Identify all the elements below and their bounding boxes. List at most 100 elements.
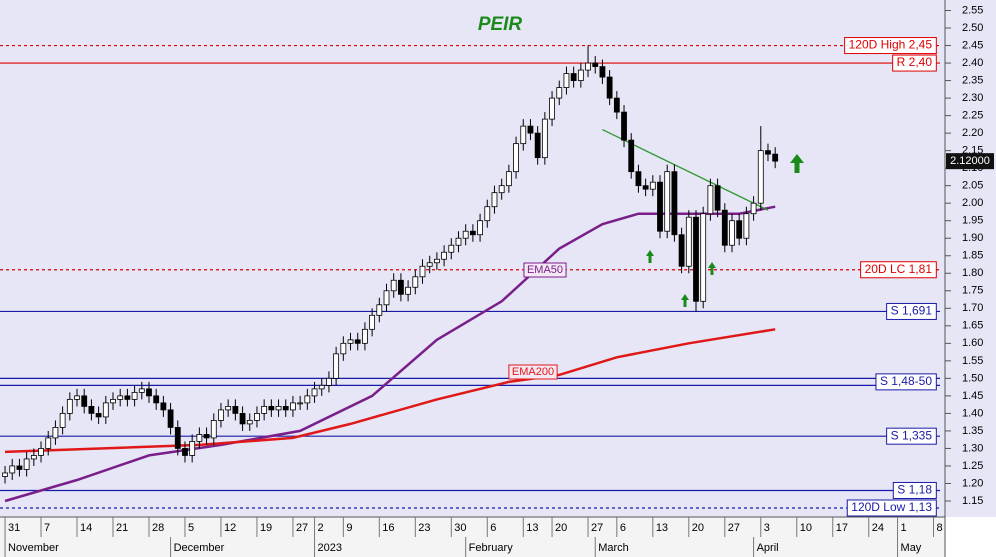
candle-body: [649, 181, 656, 190]
x-tick-label: 3: [764, 522, 770, 534]
y-tick-label: 1.70: [962, 302, 983, 314]
candle-body: [189, 441, 196, 456]
series-label-box: [508, 364, 558, 380]
candle-body: [131, 391, 138, 400]
x-tick-label: 30: [454, 522, 466, 534]
candle-body: [599, 66, 606, 78]
level-label: S 1,48-50: [880, 374, 932, 388]
x-axis-background: [0, 517, 945, 557]
candle-body: [491, 192, 498, 208]
y-tick-label: 1.30: [962, 442, 983, 454]
level-label-box: [860, 261, 937, 279]
level-label-box: [844, 37, 937, 55]
last-price-box: [946, 153, 994, 170]
candle-body: [340, 342, 347, 355]
candle-body: [729, 220, 735, 246]
y-tick-label: 1.85: [962, 250, 983, 262]
candle-body: [772, 153, 779, 162]
y-tick-label: 1.20: [962, 477, 983, 489]
month-label: March: [598, 542, 629, 554]
candle-body: [74, 395, 80, 400]
candle-body: [232, 405, 239, 414]
x-tick-label: 27: [728, 522, 740, 534]
candle-body: [282, 405, 289, 411]
series-label: EMA200: [512, 366, 554, 378]
x-tick-label: 21: [116, 522, 128, 534]
ema-line: [4, 205, 776, 503]
y-tick-label: 1.25: [962, 460, 983, 472]
candle-body: [117, 395, 124, 400]
candle-body: [376, 304, 383, 316]
candle-body: [318, 384, 325, 390]
candle-body: [527, 125, 534, 134]
level-label: S 1,691: [891, 304, 933, 318]
candle-body: [592, 62, 599, 67]
candle-body: [261, 405, 268, 414]
candle-body: [362, 328, 368, 344]
candle-body: [455, 237, 462, 246]
y-tick-label: 2.45: [962, 39, 983, 51]
candle-body: [743, 213, 750, 239]
candle-body: [23, 458, 30, 470]
candle-body: [81, 395, 88, 407]
candle-body: [153, 395, 160, 404]
candle-body: [254, 413, 260, 421]
candle-body: [333, 353, 340, 379]
candle-body: [613, 97, 620, 113]
x-tick-label: 9: [346, 522, 352, 534]
candle-body: [642, 185, 649, 190]
candle-body: [721, 209, 728, 246]
candle-body: [498, 185, 505, 194]
plot-background: [0, 0, 996, 517]
y-tick-label: 1.45: [962, 390, 983, 402]
y-tick-label: 1.40: [962, 407, 983, 419]
x-tick-label: 27: [591, 522, 603, 534]
candle-body: [513, 143, 519, 173]
candle-body: [182, 448, 188, 456]
level-label: 20D LC 1,81: [865, 262, 933, 276]
candle-body: [102, 402, 109, 418]
candle-body: [326, 377, 332, 386]
x-tick-label: 8: [937, 522, 943, 534]
x-tick-label: 20: [555, 522, 567, 534]
candle-body: [146, 388, 152, 397]
candle-body: [268, 405, 275, 411]
candle-body: [541, 118, 548, 159]
candle-body: [426, 262, 433, 267]
candle-body: [484, 206, 491, 222]
x-tick-label: 6: [620, 522, 626, 534]
x-tick-label: 24: [872, 522, 884, 534]
candle-body: [757, 150, 764, 204]
candle-body: [700, 213, 707, 302]
candle-body: [45, 437, 52, 449]
x-tick-label: 1: [901, 522, 907, 534]
level-label: R 2,40: [897, 55, 933, 69]
x-tick-label: 19: [260, 522, 272, 534]
level-label: S 1,18: [897, 483, 932, 497]
x-tick-label: 7: [44, 522, 50, 534]
level-label-box: [892, 481, 937, 499]
month-label: 2023: [318, 542, 342, 554]
candle-body: [160, 402, 167, 411]
candle-body: [693, 216, 699, 302]
candle-body: [138, 388, 145, 393]
x-tick-label: 17: [836, 522, 848, 534]
month-label: December: [174, 542, 225, 554]
y-tick-label: 2.35: [962, 74, 983, 86]
y-tick-label: 2.25: [962, 110, 983, 122]
candle-body: [383, 290, 390, 306]
candle-body: [585, 62, 591, 71]
level-label-box: [886, 302, 937, 320]
candle-body: [9, 465, 16, 474]
level-label: 120D Low 1,13: [851, 500, 932, 514]
candle-body: [765, 150, 771, 155]
level-label-box: [886, 427, 937, 445]
candle-body: [290, 402, 296, 411]
candle-body: [707, 185, 714, 215]
candle-body: [16, 465, 23, 470]
y-tick-label: 2.40: [962, 57, 983, 69]
series-label-box: [523, 262, 567, 278]
candle-body: [124, 395, 131, 400]
chart-title: PEIR: [478, 14, 523, 35]
